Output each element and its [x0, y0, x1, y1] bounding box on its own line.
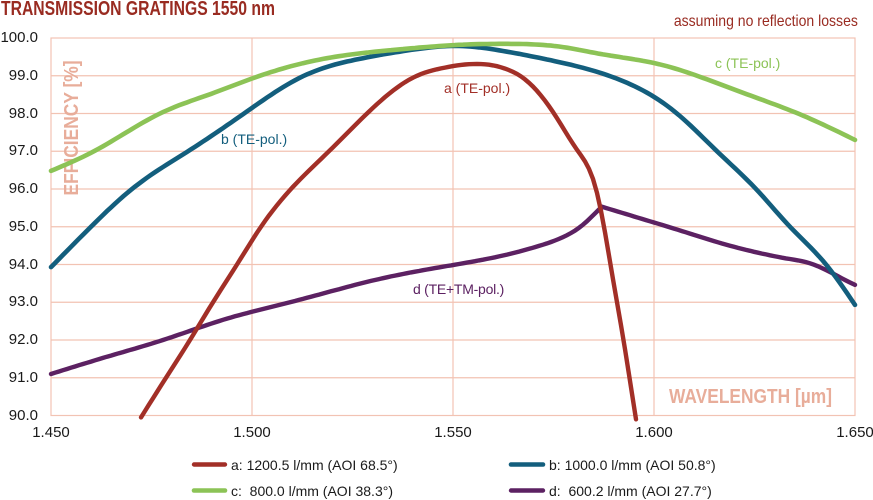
- svg-text:EFFICIENCY [%]: EFFICIENCY [%]: [61, 61, 83, 196]
- svg-text:WAVELENGTH [µm]: WAVELENGTH [µm]: [669, 386, 832, 408]
